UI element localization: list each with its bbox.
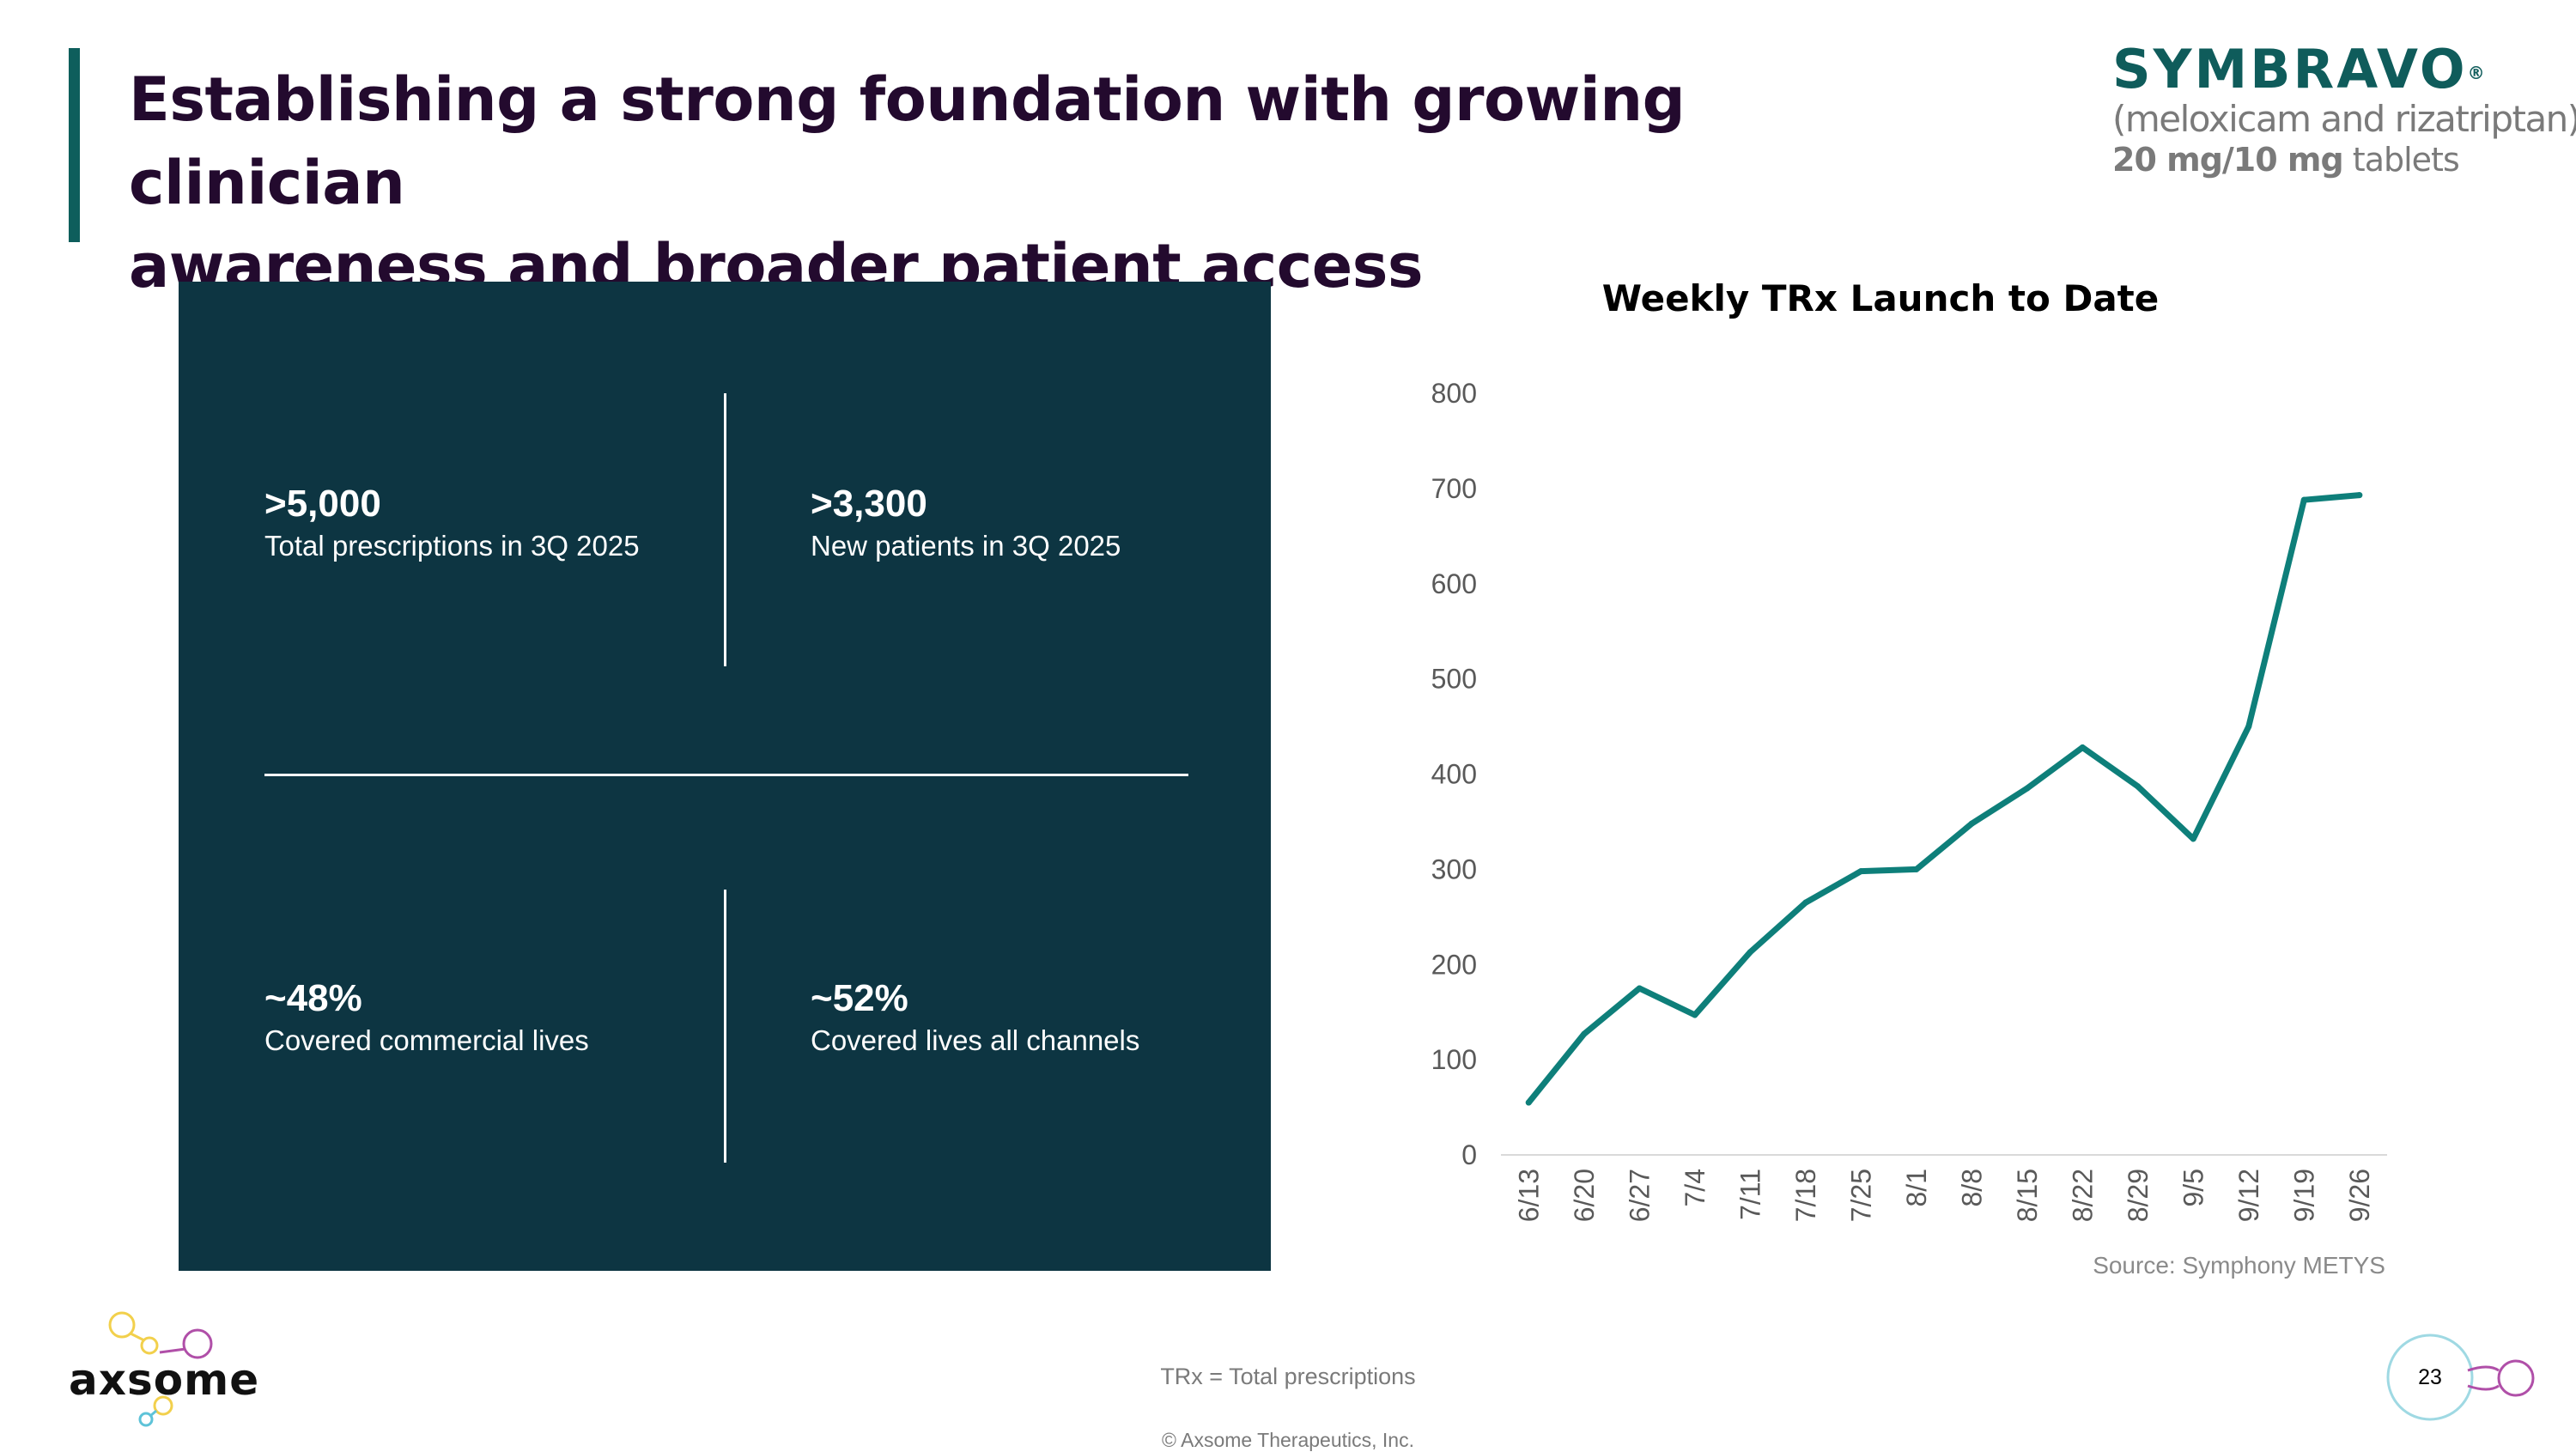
copyright: © Axsome Therapeutics, Inc. (1162, 1429, 1414, 1451)
data-point (2300, 496, 2307, 503)
brand-dose-form: tablets (2352, 141, 2460, 179)
x-tick-label: 7/11 (1735, 1169, 1765, 1220)
metric-label: Covered commercial lives (264, 1024, 589, 1056)
footnote: TRx = Total prescriptions (1160, 1364, 1416, 1389)
page-badge (2379, 1333, 2550, 1427)
metric-new-patients: >3,300 New patients in 3Q 2025 (811, 481, 1121, 565)
x-tick-label: 7/18 (1790, 1169, 1821, 1222)
chart-title: Weekly TRx Launch to Date (1601, 277, 2160, 319)
page-number: 23 (2418, 1365, 2442, 1389)
title-accent-bar (69, 48, 80, 242)
data-point (2079, 744, 2086, 750)
x-tick-label: 8/1 (1901, 1169, 1932, 1206)
data-point (1968, 820, 1975, 827)
brand-generic-name: (meloxicam and rizatriptan) (2112, 98, 2576, 140)
data-point (1581, 1030, 1588, 1037)
x-tick-label: 9/26 (2344, 1169, 2375, 1222)
slide-title-line-1: Establishing a strong foundation with gr… (129, 64, 1686, 218)
data-point (1692, 1012, 1698, 1018)
x-tick-label: 9/19 (2288, 1169, 2319, 1222)
y-tick-label: 200 (1431, 949, 1477, 980)
x-tick-label: 6/20 (1569, 1169, 1600, 1222)
y-tick-label: 0 (1461, 1139, 1477, 1170)
data-point (2190, 835, 2196, 842)
metric-total-prescriptions: >5,000 Total prescriptions in 3Q 2025 (264, 481, 640, 565)
panel-divider-vertical-top (724, 393, 726, 666)
data-point (1857, 868, 1864, 875)
panel-divider-vertical-bottom (724, 890, 726, 1163)
weekly-trx-line-chart: 0 100 200 300 400 500 600 700 800 6/13 6/20 6/27 7/4… (1431, 378, 2387, 1222)
metric-value: ~48% (264, 977, 362, 1019)
data-point (1913, 866, 1920, 872)
y-tick-label: 800 (1431, 378, 1477, 409)
axsome-logo: axsome (60, 1309, 283, 1430)
data-point (1636, 985, 1643, 992)
x-tick-label: 6/13 (1513, 1169, 1544, 1222)
data-point (2024, 785, 2031, 792)
metric-value: >3,300 (811, 483, 927, 525)
y-tick-label: 600 (1431, 568, 1477, 599)
brand-dose-strength: 20 mg/10 mg (2112, 141, 2344, 179)
metric-commercial-lives: ~48% Covered commercial lives (264, 975, 589, 1060)
metric-label: Total prescriptions in 3Q 2025 (264, 530, 640, 562)
registered-mark: ® (2467, 63, 2488, 83)
x-tick-label: 9/12 (2233, 1169, 2264, 1222)
axsome-logo-icon (108, 1311, 213, 1427)
x-tick-label: 8/15 (2012, 1169, 2043, 1222)
x-tick-label: 8/8 (1956, 1169, 1987, 1206)
page-badge-icon (2386, 1334, 2535, 1421)
data-point (2356, 492, 2363, 499)
x-tick-label: 7/4 (1680, 1169, 1710, 1206)
data-point (2135, 783, 2142, 790)
slide-title: Establishing a strong foundation with gr… (129, 58, 1846, 308)
x-tick-label: 8/29 (2123, 1169, 2154, 1222)
symbravo-logo: SYMBRAVO® (meloxicam and rizatriptan) 20… (2112, 38, 2576, 185)
x-tick-label: 6/27 (1624, 1169, 1655, 1222)
y-tick-label: 400 (1431, 759, 1477, 790)
metric-label: New patients in 3Q 2025 (811, 530, 1121, 562)
chart-source: Source: Symphony METYS (2093, 1252, 2385, 1279)
axsome-wordmark: axsome (69, 1355, 260, 1405)
y-tick-label: 100 (1431, 1044, 1477, 1075)
brand-name: SYMBRAVO® (2112, 38, 2488, 100)
x-tick-label: 7/25 (1845, 1169, 1876, 1222)
metric-value: >5,000 (264, 483, 381, 525)
y-tick-label: 300 (1431, 854, 1477, 884)
data-point (1802, 899, 1809, 906)
y-tick-label: 700 (1431, 473, 1477, 504)
data-point (2245, 723, 2252, 730)
x-tick-label: 9/5 (2178, 1169, 2208, 1206)
metrics-panel: >5,000 Total prescriptions in 3Q 2025 >3… (179, 282, 1271, 1271)
metric-all-channels-lives: ~52% Covered lives all channels (811, 975, 1139, 1060)
metric-label: Covered lives all channels (811, 1024, 1140, 1056)
metric-value: ~52% (811, 977, 908, 1019)
y-tick-label: 500 (1431, 664, 1477, 695)
panel-divider-horizontal (264, 774, 1188, 776)
data-point (1747, 949, 1753, 956)
x-tick-label: 8/22 (2067, 1169, 2098, 1222)
brand-dose: 20 mg/10 mg tablets (2112, 141, 2460, 179)
data-point (1525, 1099, 1532, 1106)
series-line (1525, 492, 2363, 1106)
